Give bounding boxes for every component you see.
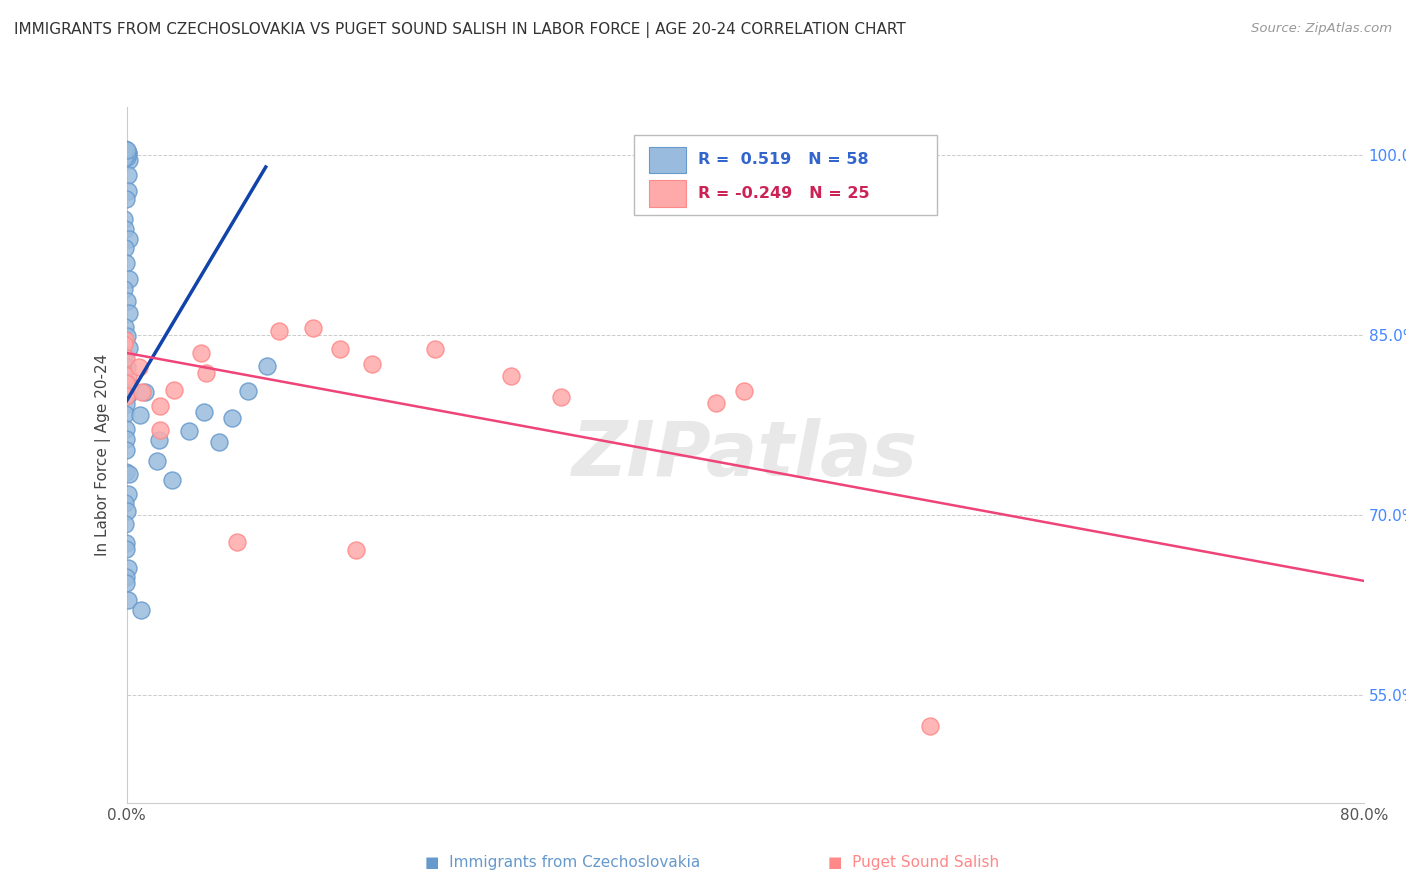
Point	[114, 517, 136, 532]
Point	[114, 320, 136, 334]
Point	[112, 212, 135, 227]
Point	[114, 333, 136, 347]
Point	[115, 256, 138, 270]
Point	[115, 351, 138, 365]
Point	[423, 342, 446, 356]
Point	[115, 396, 138, 410]
Point	[344, 543, 367, 558]
Point	[733, 384, 755, 399]
Point	[114, 143, 136, 157]
Point	[115, 143, 138, 157]
Text: ■  Puget Sound Salish: ■ Puget Sound Salish	[828, 855, 1000, 870]
Point	[221, 410, 243, 425]
Point	[302, 321, 325, 335]
Point	[114, 496, 136, 510]
Point	[118, 341, 141, 355]
Text: IMMIGRANTS FROM CZECHOSLOVAKIA VS PUGET SOUND SALISH IN LABOR FORCE | AGE 20-24 : IMMIGRANTS FROM CZECHOSLOVAKIA VS PUGET …	[14, 22, 905, 38]
Point	[162, 473, 184, 487]
Point	[269, 325, 291, 339]
Point	[918, 719, 941, 733]
Point	[128, 359, 150, 374]
Point	[115, 576, 138, 591]
Point	[134, 385, 156, 400]
Point	[117, 369, 139, 384]
Point	[114, 407, 136, 421]
Bar	[648, 146, 686, 173]
Bar	[648, 180, 686, 207]
Point	[118, 153, 141, 168]
Point	[193, 405, 215, 419]
Point	[149, 423, 172, 437]
Point	[179, 425, 201, 439]
Point	[114, 466, 136, 480]
Point	[131, 385, 153, 400]
Point	[329, 342, 352, 356]
Point	[117, 486, 139, 500]
Point	[146, 454, 169, 468]
Point	[208, 435, 231, 450]
Point	[360, 357, 382, 371]
Point	[117, 145, 139, 160]
Point	[115, 143, 138, 157]
Point	[190, 346, 212, 360]
Point	[118, 232, 141, 246]
Point	[256, 359, 278, 373]
Point	[112, 151, 135, 165]
Point	[115, 389, 138, 403]
Point	[115, 376, 138, 391]
Point	[117, 376, 139, 390]
Point	[226, 535, 249, 549]
Point	[118, 272, 141, 286]
Point	[149, 399, 172, 413]
Point	[115, 147, 138, 161]
Point	[129, 408, 152, 422]
Point	[163, 383, 186, 397]
Point	[117, 168, 139, 182]
Point	[195, 366, 218, 380]
Text: Source: ZipAtlas.com: Source: ZipAtlas.com	[1251, 22, 1392, 36]
Point	[112, 349, 135, 363]
Point	[131, 602, 153, 616]
Point	[114, 569, 136, 583]
Point	[114, 541, 136, 556]
Point	[550, 391, 572, 405]
Point	[115, 329, 138, 343]
Point	[112, 337, 135, 351]
Point	[114, 433, 136, 447]
Point	[115, 360, 138, 375]
Y-axis label: In Labor Force | Age 20-24: In Labor Force | Age 20-24	[94, 354, 111, 556]
Text: R =  0.519   N = 58: R = 0.519 N = 58	[699, 153, 869, 168]
Point	[117, 561, 139, 575]
Point	[236, 384, 259, 398]
Point	[117, 185, 139, 199]
Point	[114, 241, 136, 255]
Point	[118, 306, 141, 320]
Point	[112, 282, 135, 296]
Point	[117, 145, 139, 160]
Point	[148, 433, 170, 447]
Point	[115, 294, 138, 309]
Point	[117, 592, 139, 607]
Point	[115, 442, 138, 457]
Point	[115, 536, 138, 550]
Text: R = -0.249   N = 25: R = -0.249 N = 25	[699, 186, 870, 201]
Point	[115, 150, 138, 164]
Point	[115, 422, 138, 436]
Point	[115, 504, 138, 518]
FancyBboxPatch shape	[634, 135, 936, 215]
Text: ZIPatlas: ZIPatlas	[572, 418, 918, 491]
Text: ■  Immigrants from Czechoslovakia: ■ Immigrants from Czechoslovakia	[425, 855, 700, 870]
Point	[499, 369, 522, 384]
Point	[117, 388, 139, 402]
Point	[112, 147, 135, 161]
Point	[114, 192, 136, 206]
Point	[117, 467, 139, 482]
Point	[114, 222, 136, 236]
Point	[704, 396, 727, 410]
